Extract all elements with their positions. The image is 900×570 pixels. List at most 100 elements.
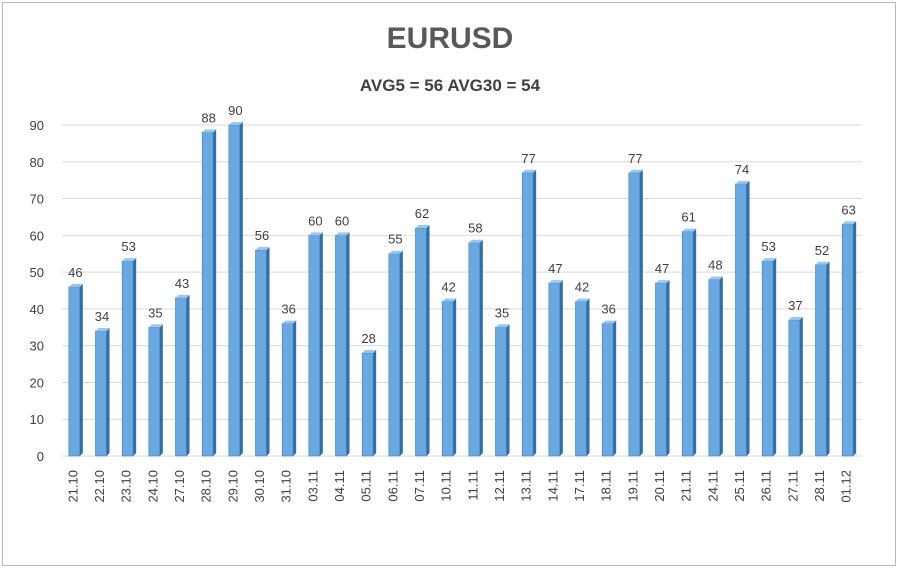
bar [281, 320, 297, 457]
data-label: 35 [495, 305, 509, 320]
data-label: 90 [228, 103, 242, 118]
data-label: 77 [521, 151, 535, 166]
data-label: 42 [575, 280, 589, 295]
bar [441, 298, 457, 457]
data-label: 43 [175, 276, 189, 291]
x-tick-label: 06.11 [385, 470, 400, 502]
x-tick-label: 10.11 [439, 470, 454, 502]
data-label: 47 [655, 261, 669, 276]
bar [761, 258, 777, 457]
bar [628, 169, 643, 457]
bar [815, 261, 830, 457]
bar [175, 294, 190, 457]
bar [228, 122, 243, 457]
x-tick-label: 21.11 [679, 470, 694, 502]
data-label: 34 [95, 309, 109, 324]
x-tick-label: 28.10 [199, 470, 214, 503]
data-label: 28 [361, 331, 375, 346]
data-label: 60 [308, 213, 322, 228]
bar [308, 232, 323, 457]
data-label: 61 [681, 210, 695, 225]
data-label: 48 [708, 257, 722, 272]
data-label: 35 [148, 305, 162, 320]
y-tick-label: 80 [30, 155, 44, 170]
y-tick-label: 10 [30, 412, 44, 427]
x-tick-label: 03.11 [305, 470, 320, 502]
data-label: 55 [388, 232, 402, 247]
x-tick-label: 26.11 [759, 470, 774, 502]
bar [95, 327, 110, 457]
data-label: 42 [441, 280, 455, 295]
x-tick-label: 01.12 [839, 470, 854, 503]
bar [788, 316, 803, 457]
y-tick-label: 90 [30, 118, 44, 133]
data-label: 63 [841, 202, 855, 217]
bar [68, 283, 83, 457]
data-label: 58 [468, 221, 482, 236]
data-labels: 46 34 53 35 43 88 90 56 36 60 60 28 55 62 42 58 35 77 47 42… [68, 103, 856, 346]
data-label: 47 [548, 261, 562, 276]
y-tick-label: 50 [30, 265, 44, 280]
data-label: 46 [68, 265, 82, 280]
gridlines [62, 124, 862, 457]
y-tick-label: 70 [30, 192, 44, 207]
data-label: 88 [201, 110, 215, 125]
bar [681, 228, 697, 457]
bar [255, 247, 270, 457]
data-label: 36 [281, 302, 295, 317]
bars [68, 122, 857, 457]
x-tick-label: 11.11 [465, 470, 480, 501]
x-tick-label: 27.10 [172, 470, 187, 503]
x-tick-label: 12.11 [492, 470, 507, 502]
data-label: 52 [815, 243, 829, 258]
bar [548, 280, 563, 457]
x-tick-label: 18.11 [599, 470, 614, 502]
x-tick-label: 17.11 [572, 470, 587, 502]
data-label: 60 [335, 213, 349, 228]
data-label: 74 [735, 162, 749, 177]
x-tick-label: 04.11 [332, 470, 347, 502]
chart-title: EURUSD [386, 22, 514, 55]
bar [415, 224, 430, 457]
bar [655, 280, 670, 457]
bar [201, 129, 217, 457]
y-tick-label: 30 [30, 339, 44, 354]
bar [575, 298, 590, 457]
x-tick-label: 25.11 [732, 470, 747, 502]
chart-subtitle: AVG5 = 56 AVG30 = 54 [359, 76, 541, 95]
y-tick-label: 0 [37, 449, 44, 464]
bar [388, 250, 403, 457]
bar [708, 276, 723, 457]
x-axis-ticks: 21.10 22.10 23.10 24.10 27.10 28.10 29.10 30.10… [65, 470, 853, 503]
bar [495, 324, 510, 457]
x-tick-label: 31.10 [279, 470, 294, 503]
bar [468, 239, 483, 457]
bar [521, 169, 537, 457]
x-tick-label: 24.11 [705, 470, 720, 502]
bar [335, 232, 350, 457]
x-tick-label: 14.11 [545, 470, 560, 502]
x-tick-label: 24.10 [145, 470, 160, 503]
x-tick-label: 13.11 [519, 470, 534, 502]
bar [148, 324, 163, 457]
data-label: 62 [415, 206, 429, 221]
x-tick-label: 05.11 [359, 470, 374, 502]
x-tick-label: 28.11 [812, 470, 827, 502]
bar [361, 350, 377, 457]
bar [121, 258, 137, 457]
x-tick-label: 30.10 [252, 470, 267, 503]
y-tick-label: 60 [30, 228, 44, 243]
data-label: 56 [255, 228, 269, 243]
x-tick-label: 21.10 [65, 470, 80, 503]
y-tick-label: 20 [30, 375, 44, 390]
x-tick-label: 29.10 [225, 470, 240, 503]
x-tick-label: 19.11 [625, 470, 640, 502]
bar [735, 180, 750, 457]
y-tick-label: 40 [30, 302, 44, 317]
x-tick-label: 07.11 [412, 470, 427, 502]
bar [601, 320, 617, 457]
x-tick-label: 23.10 [119, 470, 134, 503]
data-label: 36 [601, 302, 615, 317]
x-tick-label: 27.11 [785, 470, 800, 502]
